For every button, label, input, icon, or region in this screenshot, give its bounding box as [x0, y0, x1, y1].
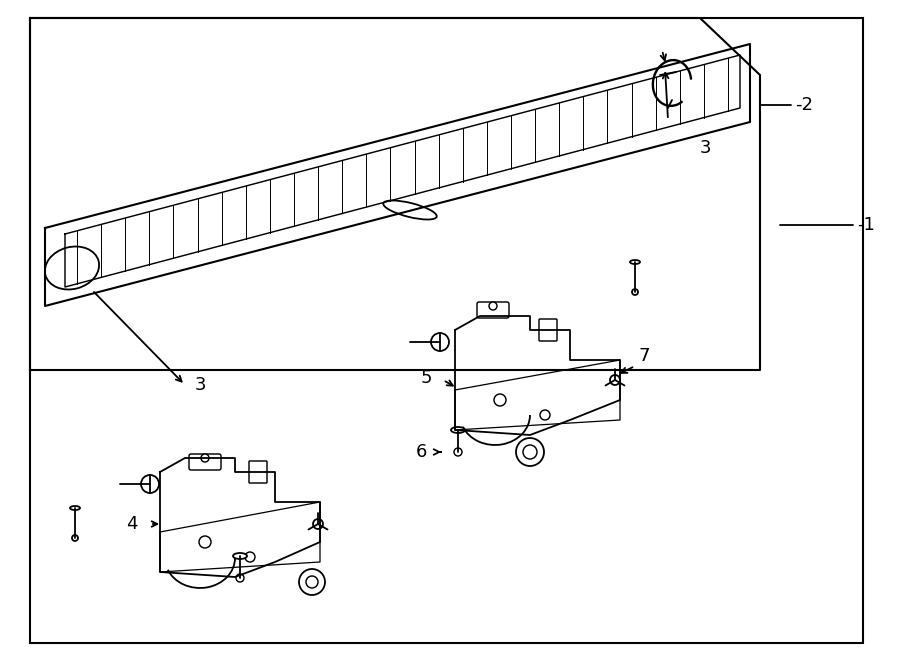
Circle shape [236, 574, 244, 582]
Circle shape [201, 454, 209, 462]
Circle shape [610, 375, 620, 385]
Circle shape [299, 569, 325, 595]
Text: 7: 7 [638, 347, 650, 365]
Ellipse shape [45, 247, 99, 290]
Text: 5: 5 [420, 369, 432, 387]
Circle shape [245, 552, 255, 562]
FancyBboxPatch shape [539, 319, 557, 341]
Circle shape [431, 333, 449, 351]
FancyBboxPatch shape [189, 454, 221, 470]
FancyBboxPatch shape [249, 461, 267, 483]
FancyBboxPatch shape [477, 302, 509, 318]
Ellipse shape [233, 553, 247, 559]
Circle shape [306, 576, 318, 588]
Circle shape [540, 410, 550, 420]
Text: 3: 3 [195, 376, 206, 394]
Ellipse shape [383, 200, 436, 219]
Text: 4: 4 [127, 515, 138, 533]
Text: 3: 3 [699, 139, 711, 157]
Circle shape [632, 289, 638, 295]
Circle shape [454, 448, 462, 456]
Circle shape [72, 535, 78, 541]
Circle shape [141, 475, 159, 493]
Circle shape [516, 438, 544, 466]
Text: -1: -1 [857, 216, 875, 234]
Circle shape [489, 302, 497, 310]
Ellipse shape [630, 260, 640, 264]
Text: -2: -2 [795, 96, 813, 114]
Circle shape [199, 536, 211, 548]
Circle shape [313, 519, 323, 529]
Ellipse shape [451, 427, 465, 433]
Ellipse shape [70, 506, 80, 510]
Circle shape [494, 394, 506, 406]
Text: 6: 6 [416, 443, 427, 461]
Circle shape [523, 445, 537, 459]
